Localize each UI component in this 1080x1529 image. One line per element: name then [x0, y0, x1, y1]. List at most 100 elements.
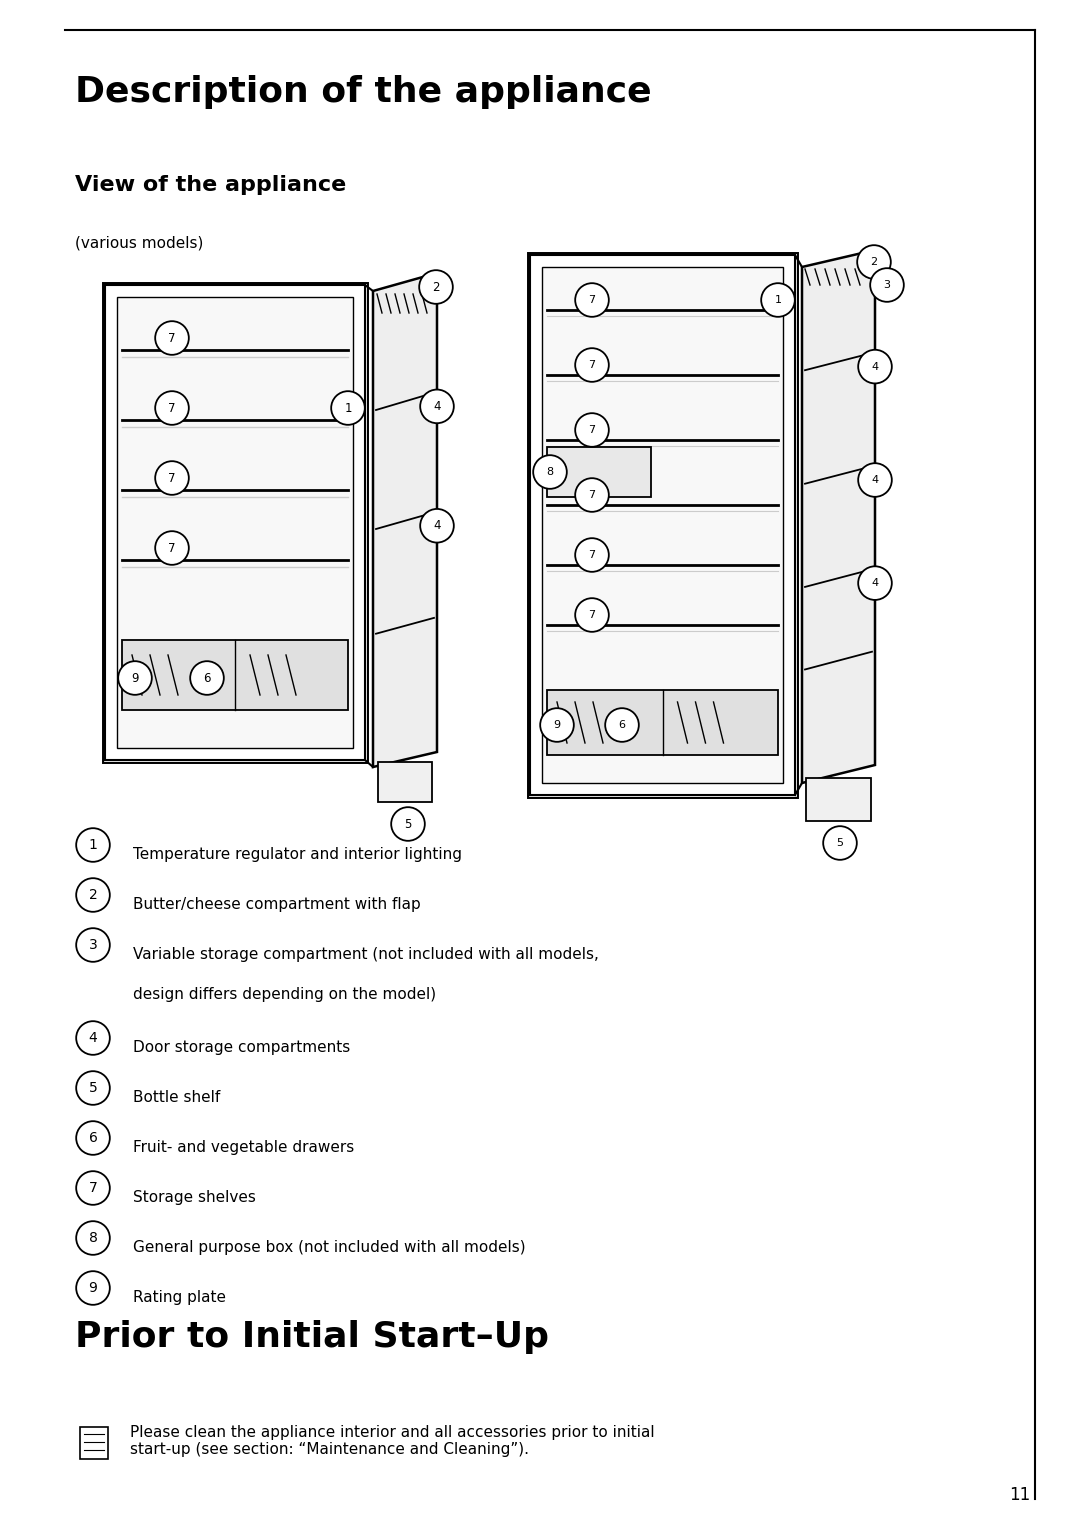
Text: 7: 7 [168, 471, 176, 485]
Circle shape [859, 463, 892, 497]
Text: General purpose box (not included with all models): General purpose box (not included with a… [133, 1240, 526, 1255]
Text: 6: 6 [89, 1131, 97, 1145]
Circle shape [156, 321, 189, 355]
Circle shape [540, 708, 573, 742]
Text: 6: 6 [619, 720, 625, 729]
Circle shape [823, 826, 856, 859]
Circle shape [77, 829, 110, 862]
Text: 9: 9 [132, 671, 138, 685]
Circle shape [576, 413, 609, 446]
Circle shape [77, 1171, 110, 1205]
Text: Fruit- and vegetable drawers: Fruit- and vegetable drawers [133, 1141, 354, 1154]
Circle shape [77, 1072, 110, 1105]
Text: Door storage compartments: Door storage compartments [133, 1040, 350, 1055]
Bar [378, 761, 432, 803]
Text: 7: 7 [168, 332, 176, 344]
Polygon shape [373, 274, 437, 768]
Text: 5: 5 [837, 838, 843, 849]
Circle shape [870, 268, 904, 301]
Text: 4: 4 [872, 578, 878, 589]
Bar [80, 1427, 108, 1459]
Text: 4: 4 [89, 1031, 97, 1044]
Circle shape [576, 349, 609, 382]
Text: 7: 7 [589, 550, 595, 560]
Circle shape [156, 462, 189, 495]
Circle shape [534, 456, 567, 489]
Circle shape [419, 271, 453, 304]
Text: 4: 4 [433, 401, 441, 413]
Circle shape [858, 245, 891, 278]
Text: 6: 6 [203, 671, 211, 685]
Text: 7: 7 [168, 402, 176, 414]
Polygon shape [117, 297, 353, 748]
Circle shape [77, 878, 110, 911]
Polygon shape [802, 251, 875, 783]
Text: 4: 4 [872, 476, 878, 485]
Circle shape [576, 479, 609, 512]
Text: 1: 1 [345, 402, 352, 414]
Bar [806, 778, 870, 821]
Text: Please clean the appliance interior and all accessories prior to initial
start-u: Please clean the appliance interior and … [130, 1425, 654, 1457]
Circle shape [576, 538, 609, 572]
Text: 4: 4 [872, 361, 878, 372]
Circle shape [118, 661, 152, 694]
Text: Variable storage compartment (not included with all models,: Variable storage compartment (not includ… [133, 946, 599, 962]
Circle shape [156, 391, 189, 425]
Bar [546, 690, 778, 755]
Circle shape [332, 391, 365, 425]
Circle shape [605, 708, 638, 742]
Text: 2: 2 [432, 280, 440, 294]
Text: 3: 3 [89, 937, 97, 953]
Circle shape [761, 283, 795, 317]
Text: 7: 7 [589, 610, 595, 619]
Circle shape [77, 1271, 110, 1304]
Text: 3: 3 [883, 280, 891, 291]
Text: Storage shelves: Storage shelves [133, 1190, 256, 1205]
Text: 8: 8 [546, 466, 554, 477]
Circle shape [77, 1222, 110, 1255]
Circle shape [77, 928, 110, 962]
Text: (various models): (various models) [75, 235, 203, 251]
Circle shape [420, 390, 454, 424]
Text: Prior to Initial Start–Up: Prior to Initial Start–Up [75, 1320, 549, 1355]
Circle shape [859, 350, 892, 384]
Polygon shape [105, 284, 365, 760]
Text: 4: 4 [433, 520, 441, 532]
Circle shape [859, 566, 892, 599]
Text: design differs depending on the model): design differs depending on the model) [133, 988, 436, 1001]
Text: Rating plate: Rating plate [133, 1290, 226, 1304]
Text: Bottle shelf: Bottle shelf [133, 1090, 220, 1105]
Bar [546, 446, 651, 497]
Text: 2: 2 [870, 257, 878, 268]
Text: 7: 7 [168, 541, 176, 555]
Text: Butter/cheese compartment with flap: Butter/cheese compartment with flap [133, 898, 421, 911]
Text: 1: 1 [89, 838, 97, 852]
Text: 1: 1 [774, 295, 782, 304]
Polygon shape [530, 255, 795, 795]
Circle shape [576, 598, 609, 631]
Polygon shape [542, 268, 783, 783]
Circle shape [77, 1021, 110, 1055]
Circle shape [420, 509, 454, 543]
Text: 7: 7 [589, 295, 595, 304]
Text: View of the appliance: View of the appliance [75, 174, 347, 196]
Text: 5: 5 [404, 818, 411, 830]
Circle shape [391, 807, 424, 841]
Text: 7: 7 [589, 425, 595, 434]
Text: 7: 7 [589, 359, 595, 370]
Circle shape [190, 661, 224, 694]
Text: 9: 9 [553, 720, 561, 729]
Text: 11: 11 [1009, 1486, 1030, 1505]
Text: 7: 7 [589, 489, 595, 500]
Circle shape [156, 531, 189, 564]
Text: 5: 5 [89, 1081, 97, 1095]
Text: Temperature regulator and interior lighting: Temperature regulator and interior light… [133, 847, 462, 862]
Text: 2: 2 [89, 888, 97, 902]
Circle shape [77, 1121, 110, 1154]
Text: 9: 9 [89, 1281, 97, 1295]
Bar [122, 641, 348, 709]
Text: 7: 7 [89, 1180, 97, 1196]
Text: 8: 8 [89, 1231, 97, 1245]
Text: Description of the appliance: Description of the appliance [75, 75, 651, 109]
Circle shape [576, 283, 609, 317]
